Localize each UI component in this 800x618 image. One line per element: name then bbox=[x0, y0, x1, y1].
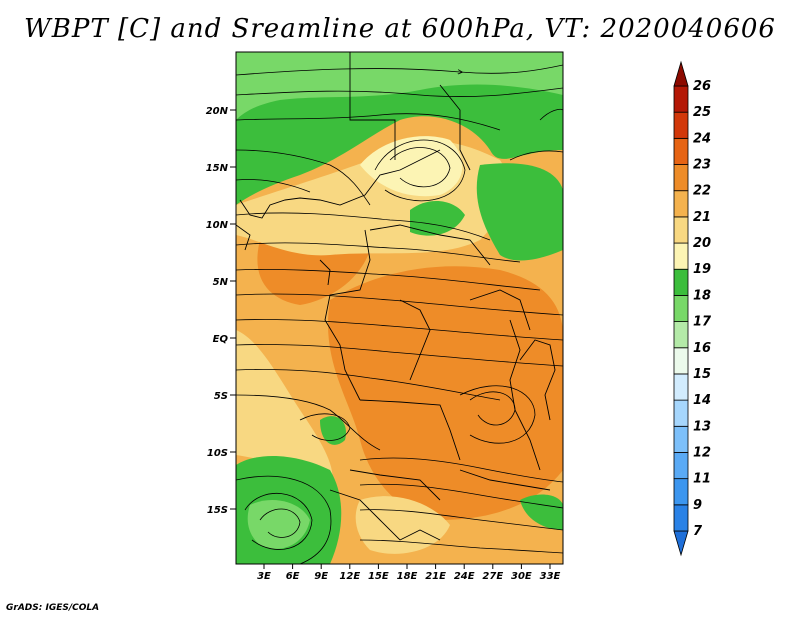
colorbar-label: 9 bbox=[693, 498, 702, 513]
map-frame bbox=[235, 51, 564, 565]
colorbar: 7 9 11 12 13 14 15 16 17 18 19 20 21 22 23 24 25 26 bbox=[673, 60, 712, 557]
lat-tick-label: 5N bbox=[213, 277, 229, 288]
lat-tick-label: 15S bbox=[207, 505, 228, 516]
lon-tick-label: 33E bbox=[540, 571, 561, 582]
colorbar-segment bbox=[673, 478, 689, 506]
colorbar-label: 16 bbox=[693, 341, 711, 356]
lon-tick-label: 21E bbox=[425, 571, 446, 582]
lon-tick-label: 6E bbox=[286, 571, 300, 582]
colorbar-segment bbox=[673, 425, 689, 453]
wbpt-field-19-south bbox=[355, 496, 450, 554]
colorbar-label: 13 bbox=[693, 419, 711, 434]
colorbar-label: 23 bbox=[693, 158, 711, 173]
lat-tick-label: 10S bbox=[207, 448, 228, 459]
colorbar-label: 20 bbox=[693, 236, 711, 251]
lat-tick-label: 5S bbox=[214, 391, 228, 402]
lon-tick-label: 27E bbox=[482, 571, 503, 582]
colorbar-segment bbox=[673, 85, 689, 113]
wbpt-field-17-south bbox=[320, 416, 346, 445]
country-boundaries bbox=[236, 52, 556, 541]
lon-tick-label: 24E bbox=[454, 571, 475, 582]
wbpt-field-19-coast bbox=[236, 330, 333, 490]
chart-title: WBPT [C] and Sreamline at 600hPa, VT: 20… bbox=[24, 14, 776, 44]
colorbar-segment bbox=[673, 111, 689, 139]
colorbar-label: 24 bbox=[693, 131, 711, 146]
longitude-axis: 3E 6E 9E 12E 15E 18E 21E 24E 27E 30E 33E bbox=[257, 564, 561, 582]
wbpt-field-16-southwest bbox=[247, 500, 310, 549]
colorbar-segment bbox=[673, 190, 689, 218]
colorbar-label: 15 bbox=[693, 367, 711, 382]
map-panel bbox=[236, 52, 563, 564]
lon-tick-label: 9E bbox=[314, 571, 328, 582]
colorbar-segment bbox=[673, 216, 689, 244]
software-credit: GrADS: IGES/COLA bbox=[6, 603, 100, 613]
colorbar-segment bbox=[673, 399, 689, 427]
colorbar-label: 14 bbox=[693, 393, 711, 408]
lon-tick-label: 30E bbox=[511, 571, 532, 582]
colorbar-segment bbox=[673, 321, 689, 349]
lon-tick-label: 15E bbox=[368, 571, 389, 582]
colorbar-upper-extend bbox=[673, 60, 689, 87]
lat-tick-label: 15N bbox=[206, 163, 229, 174]
lon-tick-label: 18E bbox=[397, 571, 418, 582]
colorbar-segment bbox=[673, 295, 689, 322]
colorbar-label: 22 bbox=[693, 184, 711, 199]
colorbar-label: 18 bbox=[693, 288, 711, 303]
streamlines bbox=[236, 64, 563, 564]
latitude-axis: 20N 15N 10N 5N EQ 5S 10S 15S bbox=[206, 106, 236, 516]
lat-tick-label: 10N bbox=[206, 220, 229, 231]
colorbar-label: 11 bbox=[693, 472, 711, 487]
colorbar-label: 17 bbox=[693, 315, 712, 330]
colorbar-segment bbox=[673, 268, 689, 296]
colorbar-label: 21 bbox=[693, 210, 711, 225]
wbpt-field-22-core bbox=[327, 266, 563, 520]
wbpt-field-17-central bbox=[410, 200, 465, 236]
colorbar-segment bbox=[673, 504, 689, 532]
colorbar-segment bbox=[673, 242, 689, 270]
colorbar-segment bbox=[673, 452, 689, 480]
wbpt-field-17-east bbox=[476, 163, 563, 261]
colorbar-label: 12 bbox=[693, 445, 711, 460]
colorbar-label: 26 bbox=[693, 79, 711, 94]
lon-tick-label: 12E bbox=[339, 571, 360, 582]
lat-tick-label: EQ bbox=[213, 334, 229, 345]
colorbar-label: 19 bbox=[693, 262, 711, 277]
wbpt-field-16-north bbox=[236, 52, 563, 120]
colorbar-segment bbox=[673, 137, 689, 165]
colorbar-segment bbox=[673, 373, 689, 401]
colorbar-lower-extend bbox=[673, 530, 689, 557]
lon-tick-label: 3E bbox=[257, 571, 271, 582]
colorbar-segment bbox=[673, 164, 689, 192]
lat-tick-label: 20N bbox=[206, 106, 229, 117]
colorbar-label: 7 bbox=[693, 524, 703, 539]
colorbar-label: 25 bbox=[693, 105, 711, 120]
colorbar-segment bbox=[673, 347, 689, 375]
